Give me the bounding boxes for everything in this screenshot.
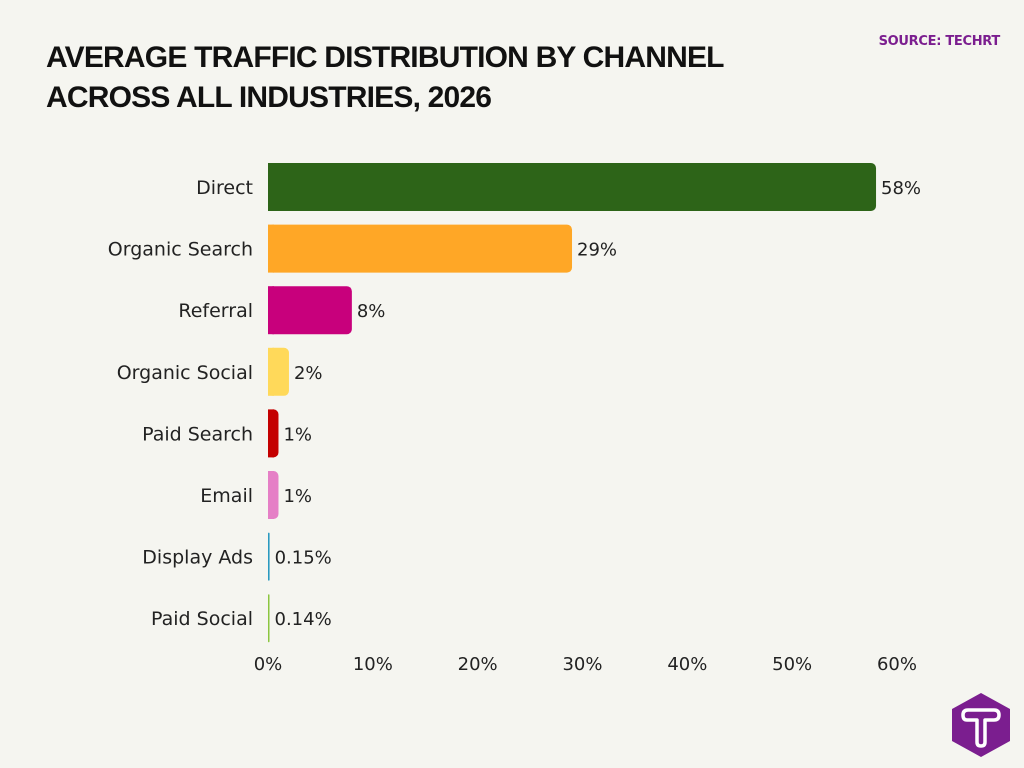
bar-display-ads	[268, 532, 270, 581]
category-label: Organic Search	[108, 239, 253, 261]
techrt-logo-icon	[952, 693, 1010, 757]
source-label: SOURCE: TECHRT	[878, 34, 1001, 49]
category-label: Organic Social	[117, 362, 253, 384]
x-tick-label: 30%	[562, 654, 602, 675]
bar-left-edge	[268, 347, 274, 396]
x-tick-label: 20%	[458, 654, 498, 675]
bar-referral	[268, 286, 352, 335]
bar-left-edge	[268, 163, 274, 211]
category-label: Paid Social	[151, 608, 253, 630]
bar-left-edge	[268, 471, 274, 519]
category-label: Display Ads	[142, 547, 253, 569]
data-label: 0.14%	[275, 609, 332, 630]
bar-organic-search	[268, 224, 573, 273]
bar-direct	[268, 163, 877, 211]
category-label: Direct	[196, 177, 253, 199]
bar-left-edge	[268, 286, 274, 335]
x-tick-label: 40%	[667, 654, 707, 675]
data-label: 1%	[283, 486, 312, 507]
data-label: 58%	[881, 178, 921, 199]
category-label: Paid Search	[142, 423, 253, 445]
bar-paid-social	[268, 594, 270, 643]
x-tick-label: 50%	[772, 654, 812, 675]
data-label: 0.15%	[275, 548, 332, 569]
data-label: 8%	[357, 301, 386, 322]
data-label: 29%	[577, 240, 617, 261]
chart-title: Average Traffic Distribution by Channel …	[46, 41, 724, 114]
category-label: Email	[200, 485, 253, 507]
x-tick-label: 0%	[254, 654, 283, 675]
x-tick-label: 60%	[877, 654, 917, 675]
category-label: Referral	[178, 300, 253, 322]
data-label: 2%	[294, 363, 323, 384]
bar-left-edge	[268, 409, 274, 458]
bar-left-edge	[268, 224, 274, 273]
data-label: 1%	[283, 424, 312, 445]
x-tick-label: 10%	[353, 654, 393, 675]
